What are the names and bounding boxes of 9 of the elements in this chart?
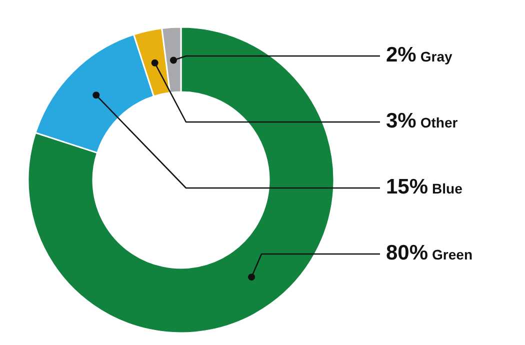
slice-label: Other	[420, 114, 458, 131]
slice-label: Green	[432, 246, 472, 263]
data-label: 80%	[386, 242, 428, 265]
slice-label: Blue	[432, 180, 463, 197]
data-label: 15%	[386, 176, 428, 199]
data-label: 2%	[386, 44, 417, 67]
donut-slice	[27, 26, 335, 334]
data-label: 3%	[386, 110, 417, 133]
slice-label: Gray	[420, 48, 452, 65]
